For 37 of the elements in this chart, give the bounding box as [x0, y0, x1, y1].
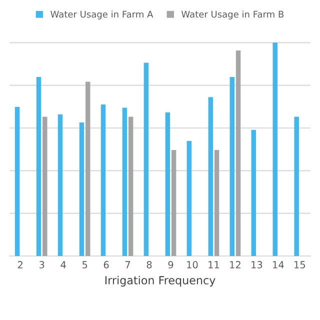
bar [294, 116, 299, 256]
x-axis-title: Irrigation Frequency [105, 276, 216, 287]
bar [79, 122, 84, 256]
bar [42, 116, 48, 256]
bar [236, 50, 241, 256]
bar [186, 141, 192, 256]
x-tick-label: 2 [18, 261, 22, 268]
bar [230, 77, 234, 256]
x-tick-label: 10 [187, 261, 198, 268]
x-tick-label: 14 [273, 261, 284, 268]
x-tick-label: 7 [125, 261, 130, 268]
bar [171, 150, 176, 256]
bar [208, 97, 214, 256]
x-tick-label: 6 [104, 261, 109, 268]
x-tick-label: 9 [168, 261, 174, 268]
x-tick-label: 5 [82, 261, 88, 268]
bar [165, 112, 170, 256]
legend-label: Water Usage in Farm B [182, 10, 284, 20]
bar [58, 114, 63, 256]
bar [272, 42, 278, 256]
x-tick-label: 15 [294, 261, 305, 268]
bar [144, 62, 149, 256]
bar [14, 106, 20, 256]
x-tick-label: 13 [252, 261, 262, 268]
bar [36, 77, 42, 256]
bar [100, 104, 106, 256]
bar [214, 150, 220, 256]
x-tick-label: 4 [60, 261, 66, 268]
bar [86, 82, 90, 256]
legend-label: Water Usage in Farm A [50, 10, 154, 20]
x-tick-label: 3 [39, 261, 44, 268]
x-tick-label: 12 [230, 261, 240, 268]
bar [128, 116, 134, 256]
bar [251, 130, 256, 256]
x-tick-label: 11 [208, 261, 219, 268]
x-tick-label: 8 [146, 261, 152, 268]
bar [122, 108, 128, 256]
